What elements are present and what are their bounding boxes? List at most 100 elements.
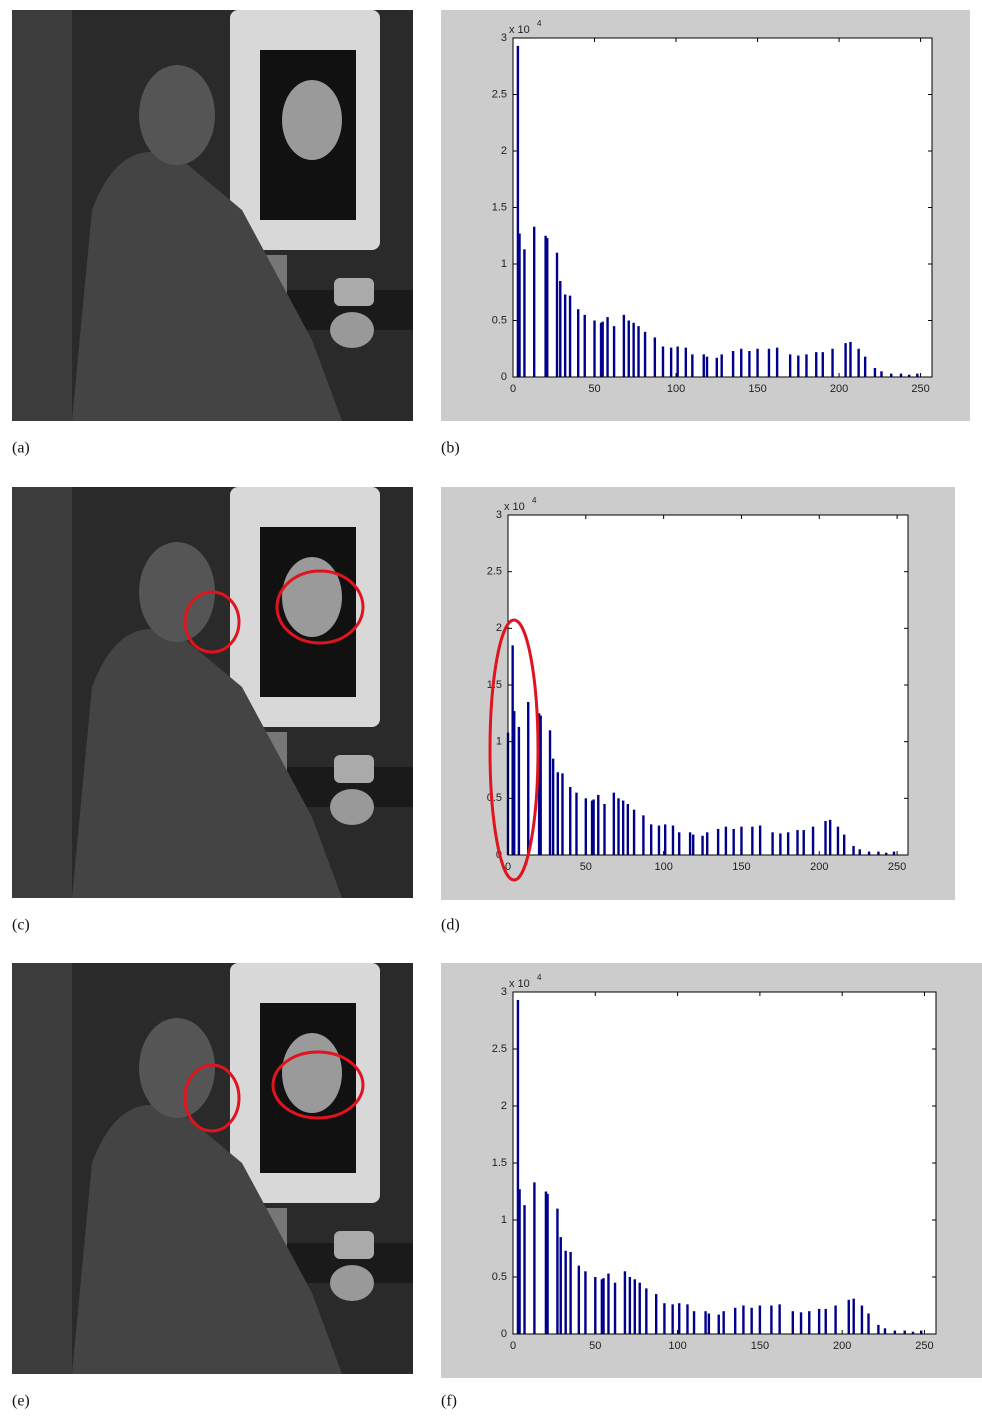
bar: [607, 1273, 610, 1334]
bar: [885, 852, 888, 855]
bar: [548, 730, 552, 855]
bar: [577, 1265, 581, 1334]
y-scale-base: x 10: [504, 501, 525, 513]
bar: [907, 374, 911, 377]
bar: [802, 830, 805, 855]
x-tick-label: 250: [888, 861, 906, 873]
bar: [717, 1314, 720, 1334]
bar: [653, 337, 657, 377]
bar: [568, 295, 572, 377]
plot-area: [513, 992, 936, 1334]
panel-label: (e): [12, 1393, 30, 1410]
y-tick-label: 0: [501, 371, 507, 383]
bar: [563, 294, 567, 377]
bar: [786, 832, 790, 855]
bar: [663, 824, 667, 855]
bar: [890, 373, 893, 377]
bar: [544, 1191, 548, 1334]
bar: [632, 322, 635, 377]
bar: [638, 1282, 641, 1334]
plot-frame: [512, 991, 937, 1335]
bar: [731, 351, 735, 377]
bar: [597, 794, 600, 855]
plot-frame: [507, 514, 909, 856]
bar: [599, 322, 603, 377]
bar: [867, 1313, 870, 1334]
bar: [569, 787, 572, 855]
bar: [584, 1271, 587, 1334]
y-tick-label: 0: [501, 1328, 507, 1340]
bar: [559, 1237, 562, 1334]
bar: [808, 1311, 811, 1334]
bar: [593, 320, 596, 377]
x-tick-label: 200: [830, 383, 848, 395]
bar: [899, 373, 903, 377]
bar: [916, 373, 919, 377]
x-tick-label: 0: [510, 1340, 516, 1352]
bar: [642, 815, 645, 855]
bar: [671, 825, 675, 855]
y-scale-exponent: 4: [537, 973, 542, 982]
bar: [678, 832, 681, 855]
photo: [12, 10, 413, 421]
y-tick-label: 0.5: [492, 1271, 507, 1283]
x-tick-label: 150: [732, 861, 750, 873]
x-tick-label: 50: [580, 861, 592, 873]
bar: [691, 354, 694, 377]
bar: [583, 314, 586, 377]
bar: [684, 347, 688, 377]
bar: [824, 821, 827, 855]
bar: [564, 1250, 567, 1334]
x-tick-label: 150: [751, 1340, 769, 1352]
x-tick-label: 100: [667, 383, 685, 395]
bar: [546, 238, 549, 377]
bar: [903, 1330, 906, 1334]
bar: [796, 830, 799, 855]
bar: [748, 351, 751, 377]
y-tick-label: 2.5: [492, 88, 507, 100]
bar: [527, 702, 530, 855]
y-tick-label: 1.5: [492, 1157, 507, 1169]
bar: [602, 1278, 605, 1334]
bar: [919, 1330, 923, 1334]
bar: [892, 851, 896, 855]
bar: [911, 1331, 915, 1334]
bar: [877, 1324, 880, 1334]
x-tick-label: 50: [589, 1340, 601, 1352]
bar: [511, 645, 514, 855]
y-tick-label: 2: [501, 145, 507, 157]
bar: [627, 320, 630, 377]
bar: [824, 1308, 827, 1334]
y-tick-label: 3: [501, 986, 507, 998]
y-tick-label: 1: [501, 1214, 507, 1226]
bar: [770, 1305, 773, 1334]
bar: [771, 832, 774, 855]
bar: [633, 1279, 636, 1334]
bar: [797, 355, 800, 377]
bar: [626, 804, 630, 855]
bar: [632, 809, 636, 855]
bar: [516, 45, 520, 377]
bar: [637, 326, 640, 377]
bar: [758, 825, 762, 855]
bar: [828, 819, 832, 855]
panel-label: (a): [12, 440, 30, 457]
bar: [654, 1294, 658, 1334]
panel-label: (d): [441, 917, 460, 934]
y-scale-exponent: 4: [532, 496, 537, 505]
bar: [692, 1311, 696, 1334]
bar: [805, 354, 808, 377]
y-tick-label: 3: [501, 32, 507, 44]
y-tick-label: 2: [496, 622, 502, 634]
x-tick-label: 250: [915, 1340, 933, 1352]
bar: [643, 331, 647, 377]
bar: [678, 1303, 681, 1334]
panel-label: (c): [12, 917, 30, 934]
bar: [834, 1305, 837, 1334]
y-tick-label: 0.5: [492, 314, 507, 326]
bar: [852, 1298, 855, 1334]
bar: [533, 1182, 536, 1334]
bar: [628, 1277, 632, 1334]
bar: [623, 1271, 627, 1334]
bar: [758, 1305, 762, 1334]
